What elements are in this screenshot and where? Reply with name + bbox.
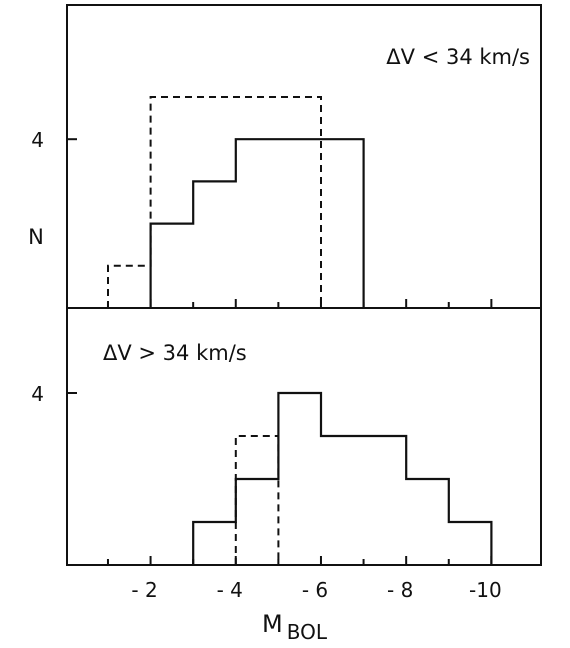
top-condition-label: ΔV < 34 km/s (386, 45, 530, 69)
top-dashed-histogram (107, 96, 322, 308)
top-panel-ticks (67, 138, 493, 308)
bottom-condition-label: ΔV > 34 km/s (103, 341, 247, 365)
x-tick-label: - 6 (302, 578, 328, 602)
top-y-tick-label: 4 (31, 128, 44, 152)
bottom-solid-histogram (192, 391, 493, 565)
x-tick-labels: - 2 - 4 - 6 - 8 -10 (131, 578, 501, 602)
bottom-panel-frame (66, 307, 542, 566)
bottom-panel: 4 ΔV > 34 km/s (31, 307, 542, 566)
bottom-y-tick-label: 4 (31, 382, 44, 406)
x-axis-label-subscript: BOL (287, 620, 328, 644)
bottom-dashed-histogram (234, 435, 280, 565)
top-solid-histogram (149, 138, 365, 308)
x-axis-label: M BOL (262, 610, 328, 644)
top-panel: 4 ΔV < 34 km/s (31, 4, 542, 309)
x-axis-label-main: M (262, 610, 283, 638)
x-tick-label: - 2 (131, 578, 157, 602)
x-tick-label: -10 (469, 578, 502, 602)
x-tick-label: - 4 (217, 578, 243, 602)
y-axis-label: N (28, 225, 44, 249)
x-tick-label: - 8 (387, 578, 413, 602)
